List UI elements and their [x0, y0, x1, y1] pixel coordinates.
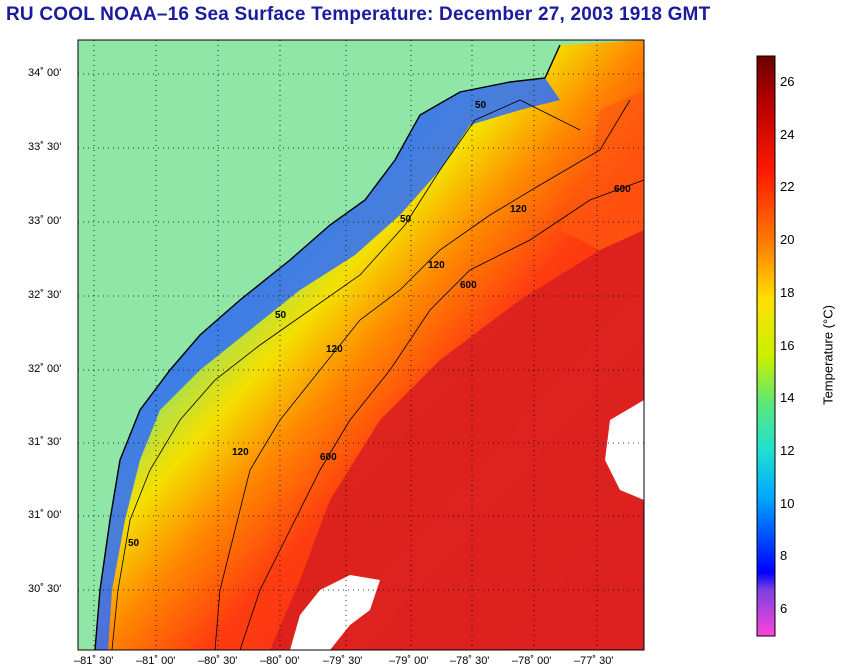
colorbar-tick: 24: [780, 127, 795, 142]
isobath-50: [111, 99, 581, 650]
lat-label: 33˚ 00': [28, 215, 62, 227]
colorbar-tick: 26: [780, 74, 795, 89]
isobath-label-50: 50: [400, 214, 412, 225]
isobath-label-120: 120: [428, 260, 445, 271]
colorbar-label: Temperature (°C): [820, 305, 836, 405]
lat-label: 31˚ 30': [28, 436, 62, 448]
isobath-label-120: 120: [326, 344, 343, 355]
isobath-120: [214, 99, 631, 650]
isobath-label-600: 600: [460, 280, 477, 291]
colorbar-tick: 8: [780, 548, 788, 563]
map-frame: [77, 39, 645, 651]
isobath-label-120: 120: [510, 204, 527, 215]
graticule: [78, 40, 644, 650]
colorbar-tick: 6: [780, 601, 788, 616]
lat-label: 31˚ 00': [28, 509, 62, 521]
colorbar-tick: 16: [780, 338, 795, 353]
lon-label: –78˚ 00': [512, 655, 552, 667]
isobath-label-50: 50: [275, 310, 287, 321]
isobath-label-50: 50: [475, 100, 487, 111]
colorbar-tick: 12: [780, 443, 795, 458]
colorbar-tick: 10: [780, 496, 795, 511]
lon-label: –80˚ 30': [198, 655, 238, 667]
isobath-label-50: 50: [128, 538, 140, 549]
colorbar-tick: 14: [780, 390, 795, 405]
cloud-patch: [605, 400, 644, 500]
gulf-stream-core: [270, 230, 644, 650]
warm-filament: [560, 90, 644, 250]
lat-label: 34˚ 00': [28, 67, 62, 79]
coastline: [94, 44, 561, 650]
cloud-patch: [290, 575, 380, 650]
lat-label: 32˚ 30': [28, 289, 62, 301]
lat-label: 30˚ 30': [28, 583, 62, 595]
lon-label: –79˚ 30': [323, 655, 363, 667]
isobath-label-600: 600: [614, 184, 631, 195]
cold-shelf-band: [95, 78, 560, 650]
isobath-label-120: 120: [232, 447, 249, 458]
lon-label: –79˚ 00': [389, 655, 429, 667]
map-image: 50 50 50 50 120 120 120 120 600 600 600: [78, 40, 644, 650]
lon-label: –81˚ 30': [74, 655, 114, 667]
colorbar-tick: 22: [780, 179, 795, 194]
lat-label: 32˚ 00': [28, 363, 62, 375]
colorbar-tick: 20: [780, 232, 795, 247]
colorbar-tick: 18: [780, 285, 795, 300]
lon-label: –80˚ 00': [260, 655, 300, 667]
colorbar: [756, 55, 776, 637]
map-title: RU COOL NOAA–16 Sea Surface Temperature:…: [6, 4, 711, 25]
lon-label: –77˚ 30': [574, 655, 614, 667]
lon-label: –81˚ 00': [136, 655, 176, 667]
lat-label: 33˚ 30': [28, 141, 62, 153]
isobath-label-600: 600: [320, 452, 337, 463]
lon-label: –78˚ 30': [450, 655, 490, 667]
